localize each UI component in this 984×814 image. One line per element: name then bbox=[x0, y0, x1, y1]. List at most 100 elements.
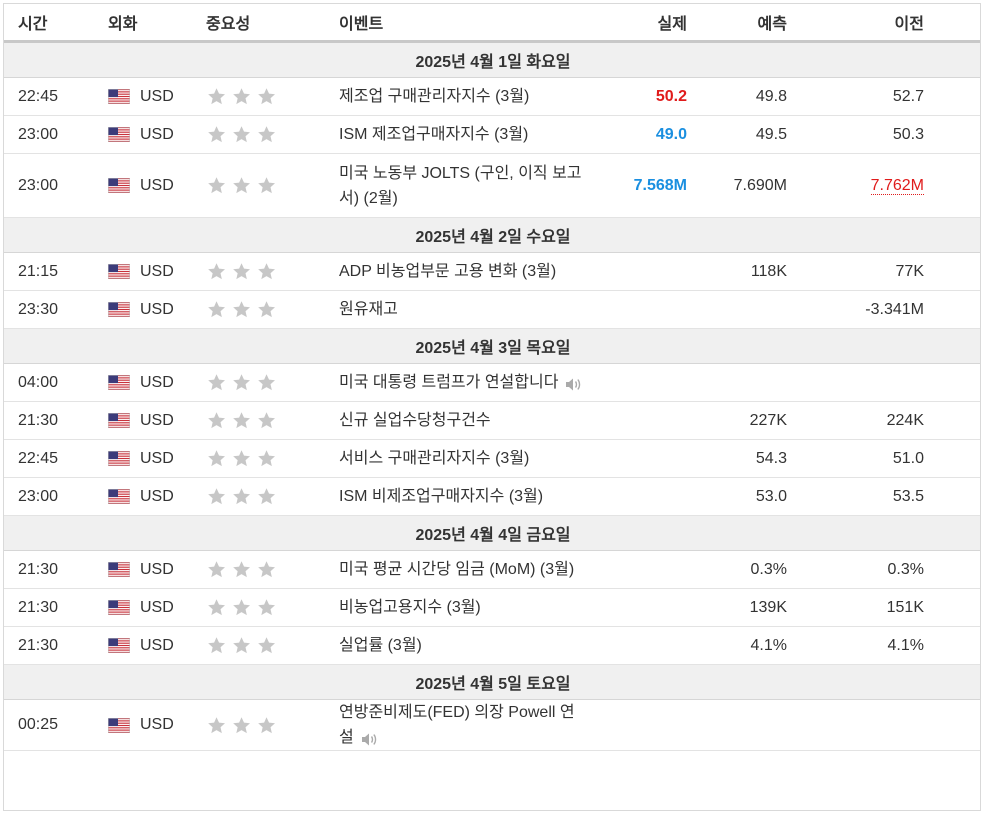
day-row: 2025년 4월 3일 목요일 bbox=[4, 328, 980, 364]
star-icon bbox=[231, 635, 252, 656]
currency-code: USD bbox=[140, 300, 174, 318]
us-flag-icon bbox=[108, 264, 130, 279]
event-actual bbox=[607, 550, 697, 589]
event-name-link[interactable]: ADP 비농업부문 고용 변화 (3월) bbox=[339, 259, 589, 284]
star-icon bbox=[206, 448, 227, 469]
header-actual[interactable]: 실제 bbox=[607, 4, 697, 43]
event-name-link[interactable]: ISM 비제조업구매자지수 (3월) bbox=[339, 484, 589, 509]
event-currency-cell: USD bbox=[108, 290, 206, 329]
star-icon bbox=[206, 124, 227, 145]
event-previous[interactable]: 7.762M bbox=[870, 176, 924, 195]
event-actual bbox=[607, 626, 697, 665]
event-previous-cell: 0.3% bbox=[797, 550, 980, 589]
event-name: 미국 노동부 JOLTS (구인, 이직 보고서) (2월) bbox=[339, 164, 582, 207]
event-row[interactable]: 23:00 USD 미국 노동부 JOLTS (구인, 이직 보고서) (2월) 7.… bbox=[4, 153, 980, 218]
event-name: ISM 제조업구매자지수 (3월) bbox=[339, 126, 529, 143]
event-row[interactable]: 22:45 USD 제조업 구매관리자지수 (3월) 50.2 49.8 52.7 bbox=[4, 77, 980, 116]
star-icon bbox=[256, 635, 277, 656]
day-label: 2025년 4월 3일 목요일 bbox=[4, 328, 980, 364]
event-previous: 52.7 bbox=[892, 87, 924, 105]
event-name-link[interactable]: 비농업고용지수 (3월) bbox=[339, 595, 589, 620]
event-time: 22:45 bbox=[4, 439, 108, 478]
event-cell: 서비스 구매관리자지수 (3월) bbox=[339, 439, 607, 478]
event-name-link[interactable]: 실업률 (3월) bbox=[339, 633, 589, 658]
event-name-link[interactable]: 연방준비제도(FED) 의장 Powell 연설 bbox=[339, 700, 589, 750]
importance-cell bbox=[206, 153, 339, 218]
star-icon bbox=[231, 261, 252, 282]
event-forecast: 227K bbox=[697, 401, 797, 440]
event-row[interactable]: 21:30 USD 미국 평균 시간당 임금 (MoM) (3월) 0.3% 0.3% bbox=[4, 550, 980, 589]
importance-cell bbox=[206, 626, 339, 665]
importance-cell bbox=[206, 439, 339, 478]
star-icon bbox=[206, 175, 227, 196]
event-name-link[interactable]: 원유재고 bbox=[339, 297, 589, 322]
us-flag-icon bbox=[108, 302, 130, 317]
currency-wrap: USD bbox=[108, 412, 206, 430]
event-actual bbox=[607, 439, 697, 478]
event-name-link[interactable]: 신규 실업수당청구건수 bbox=[339, 408, 589, 433]
event-name: ADP 비농업부문 고용 변화 (3월) bbox=[339, 263, 557, 280]
header-forecast[interactable]: 예측 bbox=[697, 4, 797, 43]
header-importance[interactable]: 중요성 bbox=[206, 4, 339, 43]
importance-stars bbox=[206, 448, 339, 469]
event-name: 미국 대통령 트럼프가 연설합니다 bbox=[339, 374, 559, 391]
event-currency-cell: USD bbox=[108, 401, 206, 440]
importance-stars bbox=[206, 299, 339, 320]
event-name-link[interactable]: 미국 대통령 트럼프가 연설합니다 bbox=[339, 370, 589, 395]
us-flag-icon bbox=[108, 489, 130, 504]
event-name-link[interactable]: ISM 제조업구매자지수 (3월) bbox=[339, 122, 589, 147]
star-icon bbox=[231, 448, 252, 469]
currency-code: USD bbox=[140, 262, 174, 280]
star-icon bbox=[256, 299, 277, 320]
importance-cell bbox=[206, 588, 339, 627]
importance-stars bbox=[206, 410, 339, 431]
event-row[interactable]: 00:25 USD 연방준비제도(FED) 의장 Powell 연설 bbox=[4, 699, 980, 751]
day-row: 2025년 4월 4일 금요일 bbox=[4, 515, 980, 551]
event-cell: ISM 제조업구매자지수 (3월) bbox=[339, 115, 607, 154]
importance-cell bbox=[206, 699, 339, 751]
event-name-link[interactable]: 미국 평균 시간당 임금 (MoM) (3월) bbox=[339, 557, 589, 582]
event-row[interactable]: 23:30 USD 원유재고 -3.341M bbox=[4, 290, 980, 329]
star-icon bbox=[231, 372, 252, 393]
currency-code: USD bbox=[140, 636, 174, 654]
header-currency[interactable]: 외화 bbox=[108, 4, 206, 43]
event-previous: 151K bbox=[886, 598, 924, 616]
event-name-link[interactable]: 제조업 구매관리자지수 (3월) bbox=[339, 84, 589, 109]
event-row[interactable]: 04:00 USD 미국 대통령 트럼프가 연설합니다 bbox=[4, 363, 980, 402]
star-icon bbox=[231, 715, 252, 736]
event-currency-cell: USD bbox=[108, 115, 206, 154]
event-row[interactable]: 21:15 USD ADP 비농업부문 고용 변화 (3월) 118K 77K bbox=[4, 252, 980, 291]
event-previous-cell: 51.0 bbox=[797, 439, 980, 478]
event-name-link[interactable]: 미국 노동부 JOLTS (구인, 이직 보고서) (2월) bbox=[339, 161, 589, 211]
importance-cell bbox=[206, 477, 339, 516]
event-previous-cell: -3.341M bbox=[797, 290, 980, 329]
event-name-link[interactable]: 서비스 구매관리자지수 (3월) bbox=[339, 446, 589, 471]
star-icon bbox=[231, 299, 252, 320]
header-event[interactable]: 이벤트 bbox=[339, 4, 607, 43]
event-time: 21:30 bbox=[4, 550, 108, 589]
day-row: 2025년 4월 1일 화요일 bbox=[4, 41, 980, 78]
event-actual: 49.0 bbox=[607, 115, 697, 154]
star-icon bbox=[206, 559, 227, 580]
event-cell: 연방준비제도(FED) 의장 Powell 연설 bbox=[339, 699, 607, 751]
event-currency-cell: USD bbox=[108, 77, 206, 116]
header-time[interactable]: 시간 bbox=[4, 4, 108, 43]
currency-code: USD bbox=[140, 176, 174, 194]
event-row[interactable]: 23:00 USD ISM 비제조업구매자지수 (3월) 53.0 53.5 bbox=[4, 477, 980, 516]
event-name: 실업률 (3월) bbox=[339, 637, 422, 654]
event-row[interactable]: 23:00 USD ISM 제조업구매자지수 (3월) 49.0 49.5 50.3 bbox=[4, 115, 980, 154]
star-icon bbox=[256, 372, 277, 393]
event-row[interactable]: 21:30 USD 신규 실업수당청구건수 227K 224K bbox=[4, 401, 980, 440]
day-row: 2025년 4월 5일 토요일 bbox=[4, 664, 980, 700]
event-actual bbox=[607, 290, 697, 329]
event-time: 23:00 bbox=[4, 477, 108, 516]
star-icon bbox=[206, 372, 227, 393]
event-row[interactable]: 22:45 USD 서비스 구매관리자지수 (3월) 54.3 51.0 bbox=[4, 439, 980, 478]
event-name: 연방준비제도(FED) 의장 Powell 연설 bbox=[339, 704, 575, 746]
us-flag-icon bbox=[108, 178, 130, 193]
currency-wrap: USD bbox=[108, 561, 206, 579]
header-previous[interactable]: 이전 bbox=[797, 4, 980, 43]
importance-stars bbox=[206, 372, 339, 393]
event-row[interactable]: 21:30 USD 실업률 (3월) 4.1% 4.1% bbox=[4, 626, 980, 665]
event-row[interactable]: 21:30 USD 비농업고용지수 (3월) 139K 151K bbox=[4, 588, 980, 627]
